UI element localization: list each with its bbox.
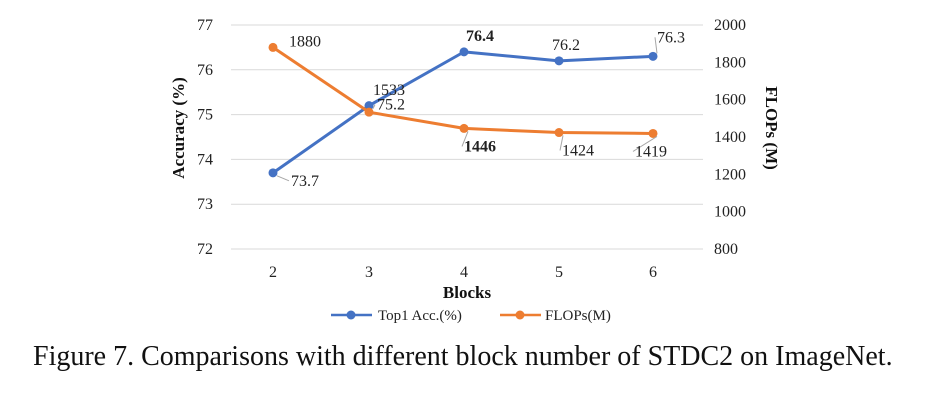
data-point: [554, 56, 564, 66]
leader-line: [372, 104, 376, 109]
x-axis-title: Blocks: [443, 283, 492, 302]
leader-line: [632, 136, 658, 152]
leader-line: [276, 175, 290, 182]
data-point: [648, 51, 658, 61]
x-tick-label: 5: [555, 264, 563, 281]
y-right-tick-label: 1000: [714, 204, 746, 221]
data-label: 1424: [562, 143, 594, 160]
series-layer: [268, 42, 658, 178]
data-labels: 73.7 75.2 76.4 76.2 76.3 1880 1533 1446 1424 1419: [276, 28, 685, 190]
chart: 72 73 74 75 76 77 800 1000 1200 1400 1600 1800 2000…: [169, 17, 781, 324]
legend-item-flops: FLOPs(M): [500, 308, 611, 324]
y-right-tick-label: 2000: [714, 17, 746, 34]
right-axis-ticks: 800 1000 1200 1400 1600 1800 2000: [714, 17, 746, 258]
x-tick-label: 4: [460, 264, 468, 281]
data-label: 76.4: [466, 28, 494, 45]
y-left-tick-label: 73: [197, 196, 213, 213]
y-right-tick-label: 1600: [714, 92, 746, 109]
data-point: [459, 47, 469, 57]
data-point: [554, 128, 564, 138]
data-label: 76.2: [552, 37, 580, 54]
legend-item-acc: Top1 Acc.(%): [331, 308, 462, 324]
y-left-tick-label: 75: [197, 107, 213, 124]
data-label: 73.7: [291, 173, 319, 190]
y-left-axis-title: Accuracy (%): [169, 77, 188, 179]
data-label: 76.3: [657, 29, 685, 46]
y-right-tick-label: 1400: [714, 129, 746, 146]
leader-line: [461, 131, 469, 147]
y-left-tick-label: 76: [197, 62, 213, 79]
leader-line: [559, 135, 564, 151]
leader-line: [654, 37, 658, 54]
y-left-tick-label: 77: [197, 17, 213, 34]
gridlines: [231, 24, 703, 250]
left-axis-ticks: 72 73 74 75 76 77: [197, 17, 213, 258]
y-right-tick-label: 1800: [714, 54, 746, 71]
x-axis-ticks: 2 3 4 5 6: [269, 264, 657, 281]
data-label: 1880: [289, 33, 321, 50]
legend-flops-marker: [515, 310, 525, 320]
y-right-tick-label: 1200: [714, 166, 746, 183]
data-point: [648, 128, 658, 138]
data-label: 1533: [373, 82, 405, 99]
legend-acc-label: Top1 Acc.(%): [378, 308, 462, 324]
legend-acc-marker: [346, 310, 356, 320]
y-left-tick-label: 72: [197, 241, 213, 258]
data-label: 1419: [635, 143, 667, 160]
data-point: [459, 123, 469, 133]
data-point: [364, 101, 374, 111]
legend-flops-label: FLOPs(M): [545, 308, 611, 324]
data-point: [364, 107, 374, 117]
x-tick-label: 2: [269, 264, 277, 281]
data-point: [268, 168, 278, 178]
data-label: 1446: [464, 138, 496, 155]
x-tick-label: 3: [365, 264, 373, 281]
legend: Top1 Acc.(%) FLOPs(M): [331, 308, 611, 324]
figure-caption: Figure 7. Comparisons with different blo…: [33, 341, 893, 372]
y-left-tick-label: 74: [197, 151, 213, 168]
data-label: 75.2: [377, 97, 405, 114]
y-right-axis-title: FLOPs (M): [762, 86, 781, 170]
y-right-tick-label: 800: [714, 241, 738, 258]
x-tick-label: 6: [649, 264, 657, 281]
data-point: [268, 42, 278, 52]
